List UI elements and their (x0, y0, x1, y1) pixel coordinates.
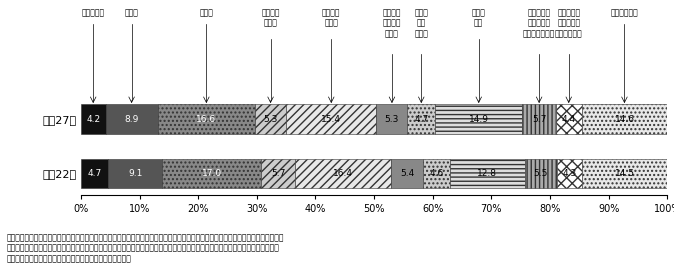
Text: 運輸業、
郵便業: 運輸業、 郵便業 (262, 8, 280, 28)
Bar (522, 104, 556, 134)
Text: 5.4: 5.4 (400, 169, 414, 178)
Bar (423, 159, 450, 188)
Bar (435, 104, 522, 134)
Bar (525, 159, 557, 188)
Text: 5.3: 5.3 (264, 115, 278, 124)
Text: 卸売業、
小売業: 卸売業、 小売業 (322, 8, 340, 28)
Bar (408, 104, 435, 134)
Text: 4.7: 4.7 (414, 115, 429, 124)
Bar (255, 104, 286, 134)
Text: 16.4: 16.4 (333, 169, 353, 178)
Text: 宿泊業、
飲食サー
ビス業: 宿泊業、 飲食サー ビス業 (383, 8, 401, 38)
Text: その他（注）: その他（注） (611, 8, 638, 17)
Text: 17.0: 17.0 (202, 169, 222, 178)
Bar (106, 104, 158, 134)
Bar (295, 159, 391, 188)
Bar (557, 159, 582, 188)
Text: 4.7: 4.7 (88, 169, 102, 178)
Bar (391, 159, 423, 188)
Bar (162, 159, 262, 188)
Bar (158, 104, 255, 134)
Text: 9.1: 9.1 (128, 169, 142, 178)
Bar (376, 104, 408, 134)
Text: 8.9: 8.9 (125, 115, 139, 124)
Text: 5.5: 5.5 (534, 169, 548, 178)
Bar (262, 159, 295, 188)
Text: 5.7: 5.7 (271, 169, 285, 178)
Bar (582, 104, 667, 134)
Bar (450, 159, 525, 188)
Text: 14.6: 14.6 (615, 115, 634, 124)
Text: 16.6: 16.6 (196, 115, 216, 124)
Bar (81, 159, 109, 188)
Text: 4.4: 4.4 (561, 115, 576, 124)
Text: 4.6: 4.6 (429, 169, 443, 178)
Text: 医療、
福祉: 医療、 福祉 (472, 8, 486, 28)
Text: （注）「その他」に含まれるのは、「漁業」、「鉱業、採石業、砂利採取業」、「電気・ガス・熱供給・水道業」、「情報通信業」、
　　「金融業、保険業」、「不動産業、物: （注）「その他」に含まれるのは、「漁業」、「鉱業、採石業、砂利採取業」、「電気・… (7, 233, 284, 263)
Text: 教育、
学習
支援業: 教育、 学習 支援業 (415, 8, 428, 38)
Text: 5.3: 5.3 (385, 115, 399, 124)
Text: 製造業: 製造業 (200, 8, 213, 17)
Text: 14.9: 14.9 (468, 115, 489, 124)
Text: 4.3: 4.3 (563, 169, 577, 178)
Text: 14.5: 14.5 (615, 169, 635, 178)
Text: 5.7: 5.7 (532, 115, 547, 124)
Bar (81, 104, 106, 134)
Text: 建設業: 建設業 (125, 8, 139, 17)
Text: 4.2: 4.2 (86, 115, 100, 124)
Bar (109, 159, 162, 188)
Text: 15.4: 15.4 (321, 115, 341, 124)
Bar (582, 159, 667, 188)
Bar (556, 104, 582, 134)
Text: 公務（他に
分類される
ものを除く）: 公務（他に 分類される ものを除く） (555, 8, 582, 38)
Text: 12.8: 12.8 (477, 169, 497, 178)
Bar (286, 104, 376, 134)
Text: サービス業
（他に分類
されないもの）: サービス業 （他に分類 されないもの） (523, 8, 555, 38)
Text: 農業、林業: 農業、林業 (82, 8, 104, 17)
